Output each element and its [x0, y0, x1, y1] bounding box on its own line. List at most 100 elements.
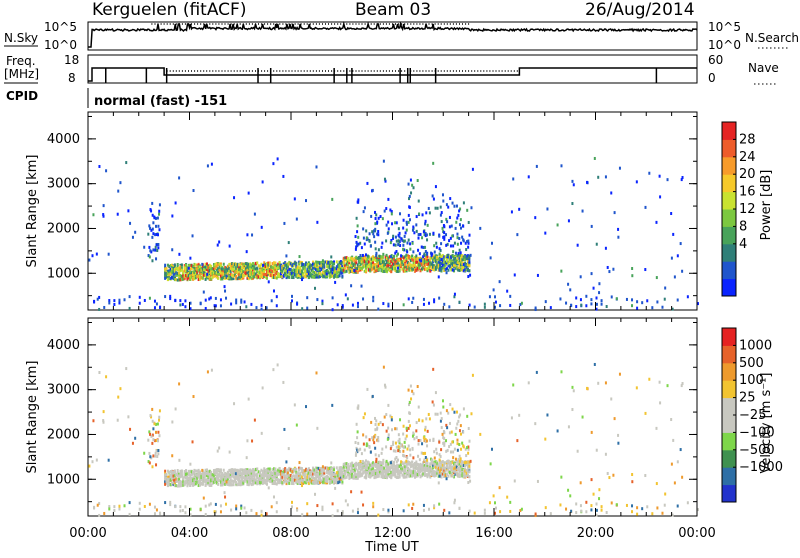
echo-point [337, 303, 339, 306]
echo-point [357, 302, 359, 305]
echo-point [372, 189, 374, 192]
echo-point [375, 217, 377, 220]
colorbar-segment [722, 122, 736, 140]
echo-point [144, 299, 146, 302]
echo-point [495, 301, 497, 304]
echo-point [96, 253, 98, 256]
echo-point [282, 175, 284, 178]
echo-point [91, 254, 93, 257]
echo-point [97, 298, 99, 301]
echo-point [467, 275, 469, 278]
echo-point [175, 201, 177, 204]
echo-point [528, 175, 530, 178]
echo-point [149, 208, 151, 211]
echo-point [606, 305, 608, 308]
echo-point [366, 236, 368, 239]
echo-point [460, 218, 462, 221]
echo-point [442, 200, 444, 203]
echo-point [386, 254, 388, 257]
echo-point [393, 461, 395, 464]
echo-point [617, 228, 619, 231]
echo-point [184, 299, 186, 302]
echo-point [363, 210, 365, 213]
echo-point [154, 300, 156, 303]
echo-point [174, 299, 176, 302]
echo-point [442, 227, 444, 230]
echo-point [449, 225, 451, 228]
echo-point [598, 291, 600, 294]
echo-point [174, 263, 176, 266]
echo-point [217, 483, 219, 486]
echo-point [605, 175, 607, 178]
echo-point [344, 267, 346, 270]
echo-point [330, 255, 332, 258]
echo-point [433, 244, 435, 247]
echo-point [277, 157, 279, 160]
echo-point [294, 197, 296, 200]
echo-point [374, 241, 376, 244]
echo-point [306, 296, 308, 299]
echo-point [164, 295, 166, 298]
echo-point [268, 280, 270, 283]
echo-point [152, 214, 154, 217]
echo-point [207, 164, 209, 167]
echo-point [371, 230, 373, 233]
power-colorbar-label: Power [dB] [759, 170, 774, 241]
echo-point [452, 202, 454, 205]
echo-point [499, 304, 501, 307]
echo-point [571, 202, 573, 205]
echo-point [468, 221, 470, 224]
echo-point [306, 307, 308, 310]
echo-point [404, 235, 406, 238]
echo-point [411, 461, 413, 464]
echo-point [458, 209, 460, 212]
echo-point [98, 308, 100, 311]
echo-point [339, 480, 341, 483]
echo-point [390, 270, 392, 273]
colorbar-tick-label: 28 [739, 132, 756, 147]
echo-point [438, 297, 440, 300]
nsearch-label: N.Search [745, 31, 799, 45]
echo-point [394, 221, 396, 224]
echo-point [605, 247, 607, 250]
echo-point [326, 272, 328, 275]
echo-point [457, 236, 459, 239]
echo-point [370, 245, 372, 248]
echo-point [460, 242, 462, 245]
echo-point [614, 211, 616, 214]
echo-point [591, 272, 593, 275]
echo-point [266, 277, 268, 280]
echo-point [93, 301, 95, 304]
nsky-line [88, 24, 697, 47]
echo-point [364, 206, 366, 209]
echo-point [479, 227, 481, 230]
echo-point [617, 236, 619, 239]
echo-point [164, 264, 166, 267]
echo-point [455, 252, 457, 255]
echo-point [376, 221, 378, 224]
echo-point [373, 235, 375, 238]
echo-point [245, 305, 247, 308]
echo-point [215, 297, 217, 300]
echo-point [656, 276, 658, 279]
echo-point [439, 269, 441, 272]
echo-point [372, 296, 374, 299]
echo-point [582, 210, 584, 213]
echo-point [315, 165, 317, 168]
echo-point [223, 263, 225, 266]
colorbar-tick-label: 16 [739, 185, 756, 200]
echo-point [457, 214, 459, 217]
echo-point [418, 200, 420, 203]
echo-point [118, 299, 120, 302]
echo-point [403, 303, 405, 306]
echo-point [452, 269, 454, 272]
echo-point [382, 253, 384, 256]
echo-point [535, 306, 537, 309]
echo-point [489, 295, 491, 298]
echo-point [151, 259, 153, 262]
echo-point [331, 198, 333, 201]
echo-point [456, 233, 458, 236]
echo-point [429, 233, 431, 236]
echo-point [369, 232, 371, 235]
echo-point [233, 196, 235, 199]
